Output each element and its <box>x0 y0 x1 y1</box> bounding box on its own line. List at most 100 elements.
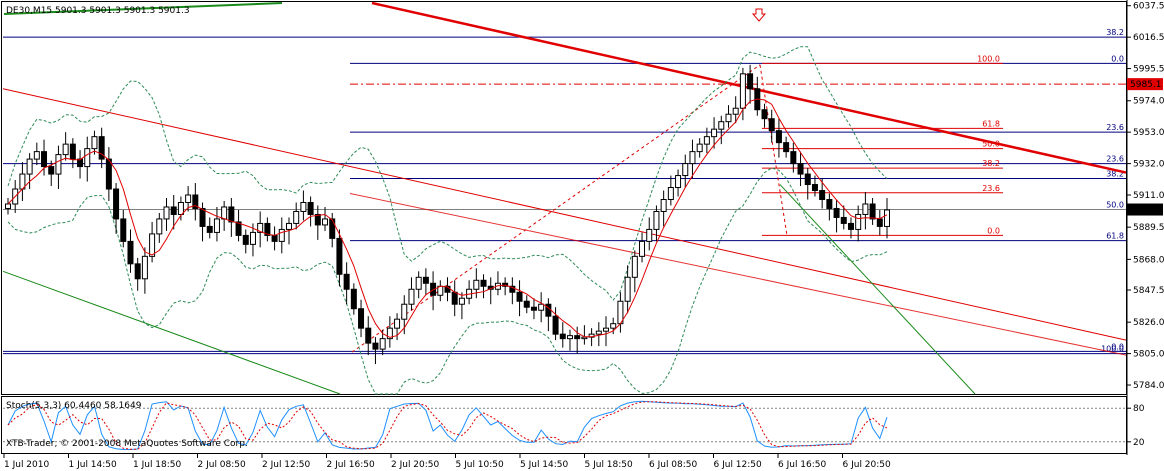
candle-body <box>422 276 429 284</box>
fib-level-label: 38.2 <box>1106 170 1124 179</box>
time-tick-label: 6 Jul 12:50 <box>714 460 763 470</box>
trendline-green-down <box>779 184 976 395</box>
candle-body <box>314 213 321 226</box>
time-axis: 1 Jul 2010 1 Jul 14:50 1 Jul 18:50 2 Jul 08… <box>3 454 891 470</box>
price-tick-label: 6016.5 <box>1133 33 1164 43</box>
current-price-label: 5901.3 <box>1130 206 1162 216</box>
candle-body <box>415 276 422 290</box>
candle-body <box>847 222 854 230</box>
price-tick-label: 5805.0 <box>1133 350 1164 360</box>
candle-body <box>98 136 105 160</box>
candle-body <box>783 142 790 153</box>
candle-body <box>394 318 401 329</box>
candle-body <box>156 218 163 235</box>
time-tick-label: 5 Jul 14:50 <box>520 460 569 470</box>
candle-body <box>343 273 350 290</box>
candle-body <box>127 240 134 265</box>
candle-body <box>5 203 11 209</box>
candle-body <box>293 210 300 224</box>
candle-body <box>732 107 739 115</box>
fib-level-label: 61.8 <box>1106 232 1124 241</box>
price-tick-label: 5974.0 <box>1133 97 1164 107</box>
trendline-red-parallel <box>349 193 1127 356</box>
stoch-tick-label: 80 <box>1133 404 1145 414</box>
fib-level-label: 0.0 <box>1111 54 1124 63</box>
fib-red-label: 23.6 <box>982 184 1000 193</box>
alert-price-label: 5985.1 <box>1130 80 1162 90</box>
fib-red-label: 61.8 <box>982 119 1000 128</box>
candle-body <box>177 201 184 215</box>
candle-body <box>711 128 718 138</box>
candle-body <box>41 151 48 168</box>
down-arrow-icon <box>751 8 767 22</box>
candle-body <box>689 151 696 165</box>
candle-body <box>408 288 415 305</box>
candle-body <box>516 291 523 302</box>
candle-body <box>26 158 33 175</box>
candle-body <box>257 222 264 233</box>
stoch-tick-label: 20 <box>1133 438 1145 448</box>
candle-body <box>358 308 365 329</box>
copyright-text: XTB-Trader, © 2001-2008 MetaQuotes Softw… <box>6 439 248 449</box>
price-tick-label: 5995.5 <box>1133 65 1164 75</box>
candle-body <box>574 335 581 340</box>
candle-body <box>833 207 840 218</box>
time-tick-label: 2 Jul 20:50 <box>391 460 440 470</box>
price-tick-label: 6037.5 <box>1133 2 1164 12</box>
candle-body <box>884 209 890 227</box>
candle-body <box>170 206 177 215</box>
candle-body <box>235 221 242 236</box>
candle-body <box>840 216 847 224</box>
candle-body <box>667 187 674 200</box>
candle-body <box>631 255 638 278</box>
candle-body <box>559 333 566 340</box>
time-tick-label: 1 Jul 14:50 <box>69 460 118 470</box>
bollinger-upper <box>7 46 888 301</box>
candle-body <box>624 276 631 302</box>
candle-body <box>336 237 343 275</box>
candle-body <box>480 279 487 287</box>
fib-level-label: 23.6 <box>1106 155 1124 164</box>
fib-level-label: 38.2 <box>1106 28 1124 37</box>
alert-price-box <box>1127 78 1163 91</box>
candle-body <box>768 118 775 132</box>
fib-level-label: 23.6 <box>1106 123 1124 132</box>
candle-body <box>329 218 336 239</box>
current-price-box <box>1127 203 1163 216</box>
candle-body <box>113 188 120 220</box>
time-tick-label: 5 Jul 10:50 <box>456 460 505 470</box>
candle-body <box>458 297 465 305</box>
candle-body <box>761 109 768 120</box>
candle-body <box>473 279 480 290</box>
candle-body <box>509 285 516 293</box>
candle-body <box>855 213 862 230</box>
candle-body <box>134 263 141 280</box>
fib-red-label: 0.0 <box>987 226 1000 235</box>
price-tick-label: 5847.5 <box>1133 286 1164 296</box>
candle-body <box>797 163 804 175</box>
candle-body <box>675 175 682 189</box>
time-tick-label: 1 Jul 18:50 <box>133 460 182 470</box>
candle-body <box>804 173 811 186</box>
time-tick-label: 5 Jul 18:50 <box>585 460 634 470</box>
candle-body <box>523 300 530 308</box>
candle-body <box>77 158 84 168</box>
candle-body <box>775 130 782 144</box>
candle-body <box>365 327 372 344</box>
candle-body <box>826 198 833 209</box>
time-tick-label: 1 Jul 2010 <box>4 460 49 470</box>
candle-body <box>69 143 76 160</box>
candle-body <box>206 225 213 233</box>
candle-body <box>278 228 285 242</box>
candle-body <box>84 148 91 168</box>
candle-body <box>228 206 235 223</box>
price-axis: 6037.5 6016.5 5995.5 5974.0 5953.0 5932.0 5911… <box>1127 2 1164 448</box>
price-tick-label: 5826.0 <box>1133 318 1164 328</box>
bollinger-bands <box>7 46 888 395</box>
time-tick-label: 6 Jul 16:50 <box>778 460 827 470</box>
fib-red-label: 38.2 <box>982 159 1000 168</box>
candle-body <box>862 203 869 215</box>
candle-body <box>682 163 689 177</box>
stoch-main-line <box>7 400 888 450</box>
